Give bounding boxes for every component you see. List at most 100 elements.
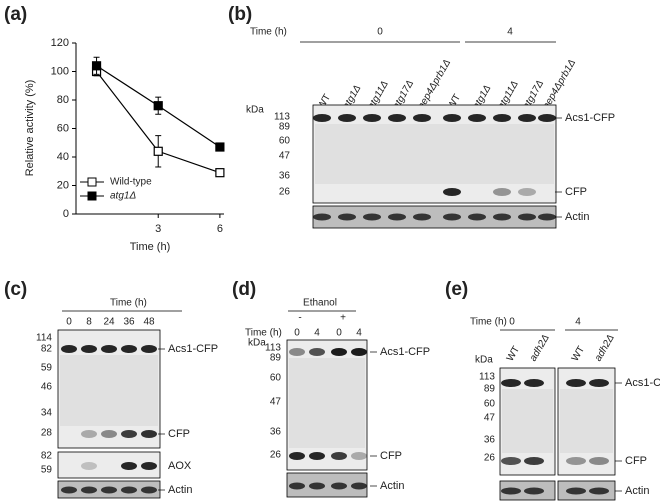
- band: [493, 114, 511, 122]
- band: [589, 487, 609, 495]
- band: [413, 114, 431, 122]
- band: [589, 457, 609, 465]
- band: [443, 188, 461, 196]
- point: [153, 101, 163, 111]
- band-label: CFP: [380, 450, 402, 462]
- band: [313, 213, 331, 221]
- band: [121, 486, 137, 494]
- lane-label: WT: [570, 344, 587, 363]
- band: [141, 345, 157, 353]
- marker-label: 114: [36, 333, 52, 344]
- band: [81, 430, 97, 438]
- blot: [557, 480, 616, 501]
- band: [289, 452, 305, 460]
- band: [121, 462, 137, 470]
- band: [309, 348, 325, 356]
- band: [524, 379, 544, 387]
- marker-label: 46: [41, 382, 53, 393]
- panel-label: (c): [4, 279, 27, 300]
- band: [338, 114, 356, 122]
- marker-label: 59: [41, 363, 53, 374]
- time-label: Time (h): [245, 328, 282, 339]
- band: [443, 213, 461, 221]
- band-label: CFP: [625, 455, 647, 467]
- band-label: Acs1-CFP: [168, 343, 218, 355]
- band-label: Actin: [168, 484, 192, 496]
- point: [153, 146, 163, 156]
- time-label: Time (h): [470, 317, 507, 328]
- marker-label: 26: [279, 187, 291, 198]
- y-tick-label: 0: [63, 208, 69, 220]
- band: [289, 482, 305, 490]
- group-label: +: [340, 313, 346, 324]
- band: [538, 213, 556, 221]
- marker-label: 47: [270, 397, 282, 408]
- marker-label: 28: [41, 428, 53, 439]
- kda-label: kDa: [248, 338, 266, 349]
- x-tick-label: 3: [155, 223, 161, 235]
- smear: [560, 389, 613, 453]
- marker-label: 36: [484, 435, 496, 446]
- band: [501, 379, 521, 387]
- band: [121, 430, 137, 438]
- marker-label: 60: [270, 373, 282, 384]
- band-label: Acs1-CFP: [565, 112, 615, 124]
- panel-label: (a): [4, 4, 27, 25]
- lane-label: 24: [103, 317, 115, 328]
- time-label: Time (h): [110, 298, 147, 309]
- band-label: CFP: [565, 186, 587, 198]
- y-axis-label: Relative activity (%): [24, 80, 36, 177]
- marker-label: 89: [484, 384, 496, 395]
- marker-label: 89: [270, 353, 282, 364]
- band: [61, 345, 77, 353]
- lane-label: WT: [505, 344, 522, 363]
- band: [141, 462, 157, 470]
- band: [331, 452, 347, 460]
- marker-label: 26: [270, 450, 282, 461]
- marker-label: 113: [265, 343, 281, 354]
- group-label: 4: [507, 27, 513, 38]
- band: [468, 114, 486, 122]
- legend-label: atg1Δ: [110, 191, 136, 202]
- band: [589, 379, 609, 387]
- lane-label: 8: [86, 317, 92, 328]
- band: [351, 452, 367, 460]
- band: [566, 457, 586, 465]
- point: [215, 142, 225, 152]
- band-label: Acs1-CFP: [625, 377, 660, 389]
- band: [518, 213, 536, 221]
- band: [101, 486, 117, 494]
- band: [363, 114, 381, 122]
- band-label: Actin: [625, 485, 649, 497]
- marker-label: 60: [484, 399, 496, 410]
- smear: [502, 389, 553, 453]
- group-label: 0: [509, 317, 515, 328]
- band-label: Acs1-CFP: [380, 346, 430, 358]
- panel-label: (e): [445, 279, 468, 300]
- band: [313, 114, 331, 122]
- band: [524, 457, 544, 465]
- lane-label: 0: [336, 328, 342, 339]
- band: [566, 487, 586, 495]
- lane-label: 0: [66, 317, 72, 328]
- treatment-label: Ethanol: [303, 298, 337, 309]
- band: [81, 345, 97, 353]
- marker-label: 36: [279, 171, 291, 182]
- lane-label: pep4Δprb1Δ: [540, 57, 578, 112]
- band: [538, 114, 556, 122]
- band: [566, 379, 586, 387]
- point: [215, 168, 225, 178]
- lane-label: 36: [123, 317, 135, 328]
- lane-label: adh2Δ: [593, 333, 617, 364]
- x-tick-label: 6: [217, 223, 223, 235]
- smear: [289, 358, 365, 448]
- point: [91, 61, 102, 71]
- marker-label: 113: [274, 112, 290, 123]
- band: [351, 348, 367, 356]
- marker-label: 113: [479, 372, 495, 383]
- band: [363, 213, 381, 221]
- marker-label: 60: [279, 136, 291, 147]
- group-label: 0: [377, 27, 383, 38]
- band: [309, 452, 325, 460]
